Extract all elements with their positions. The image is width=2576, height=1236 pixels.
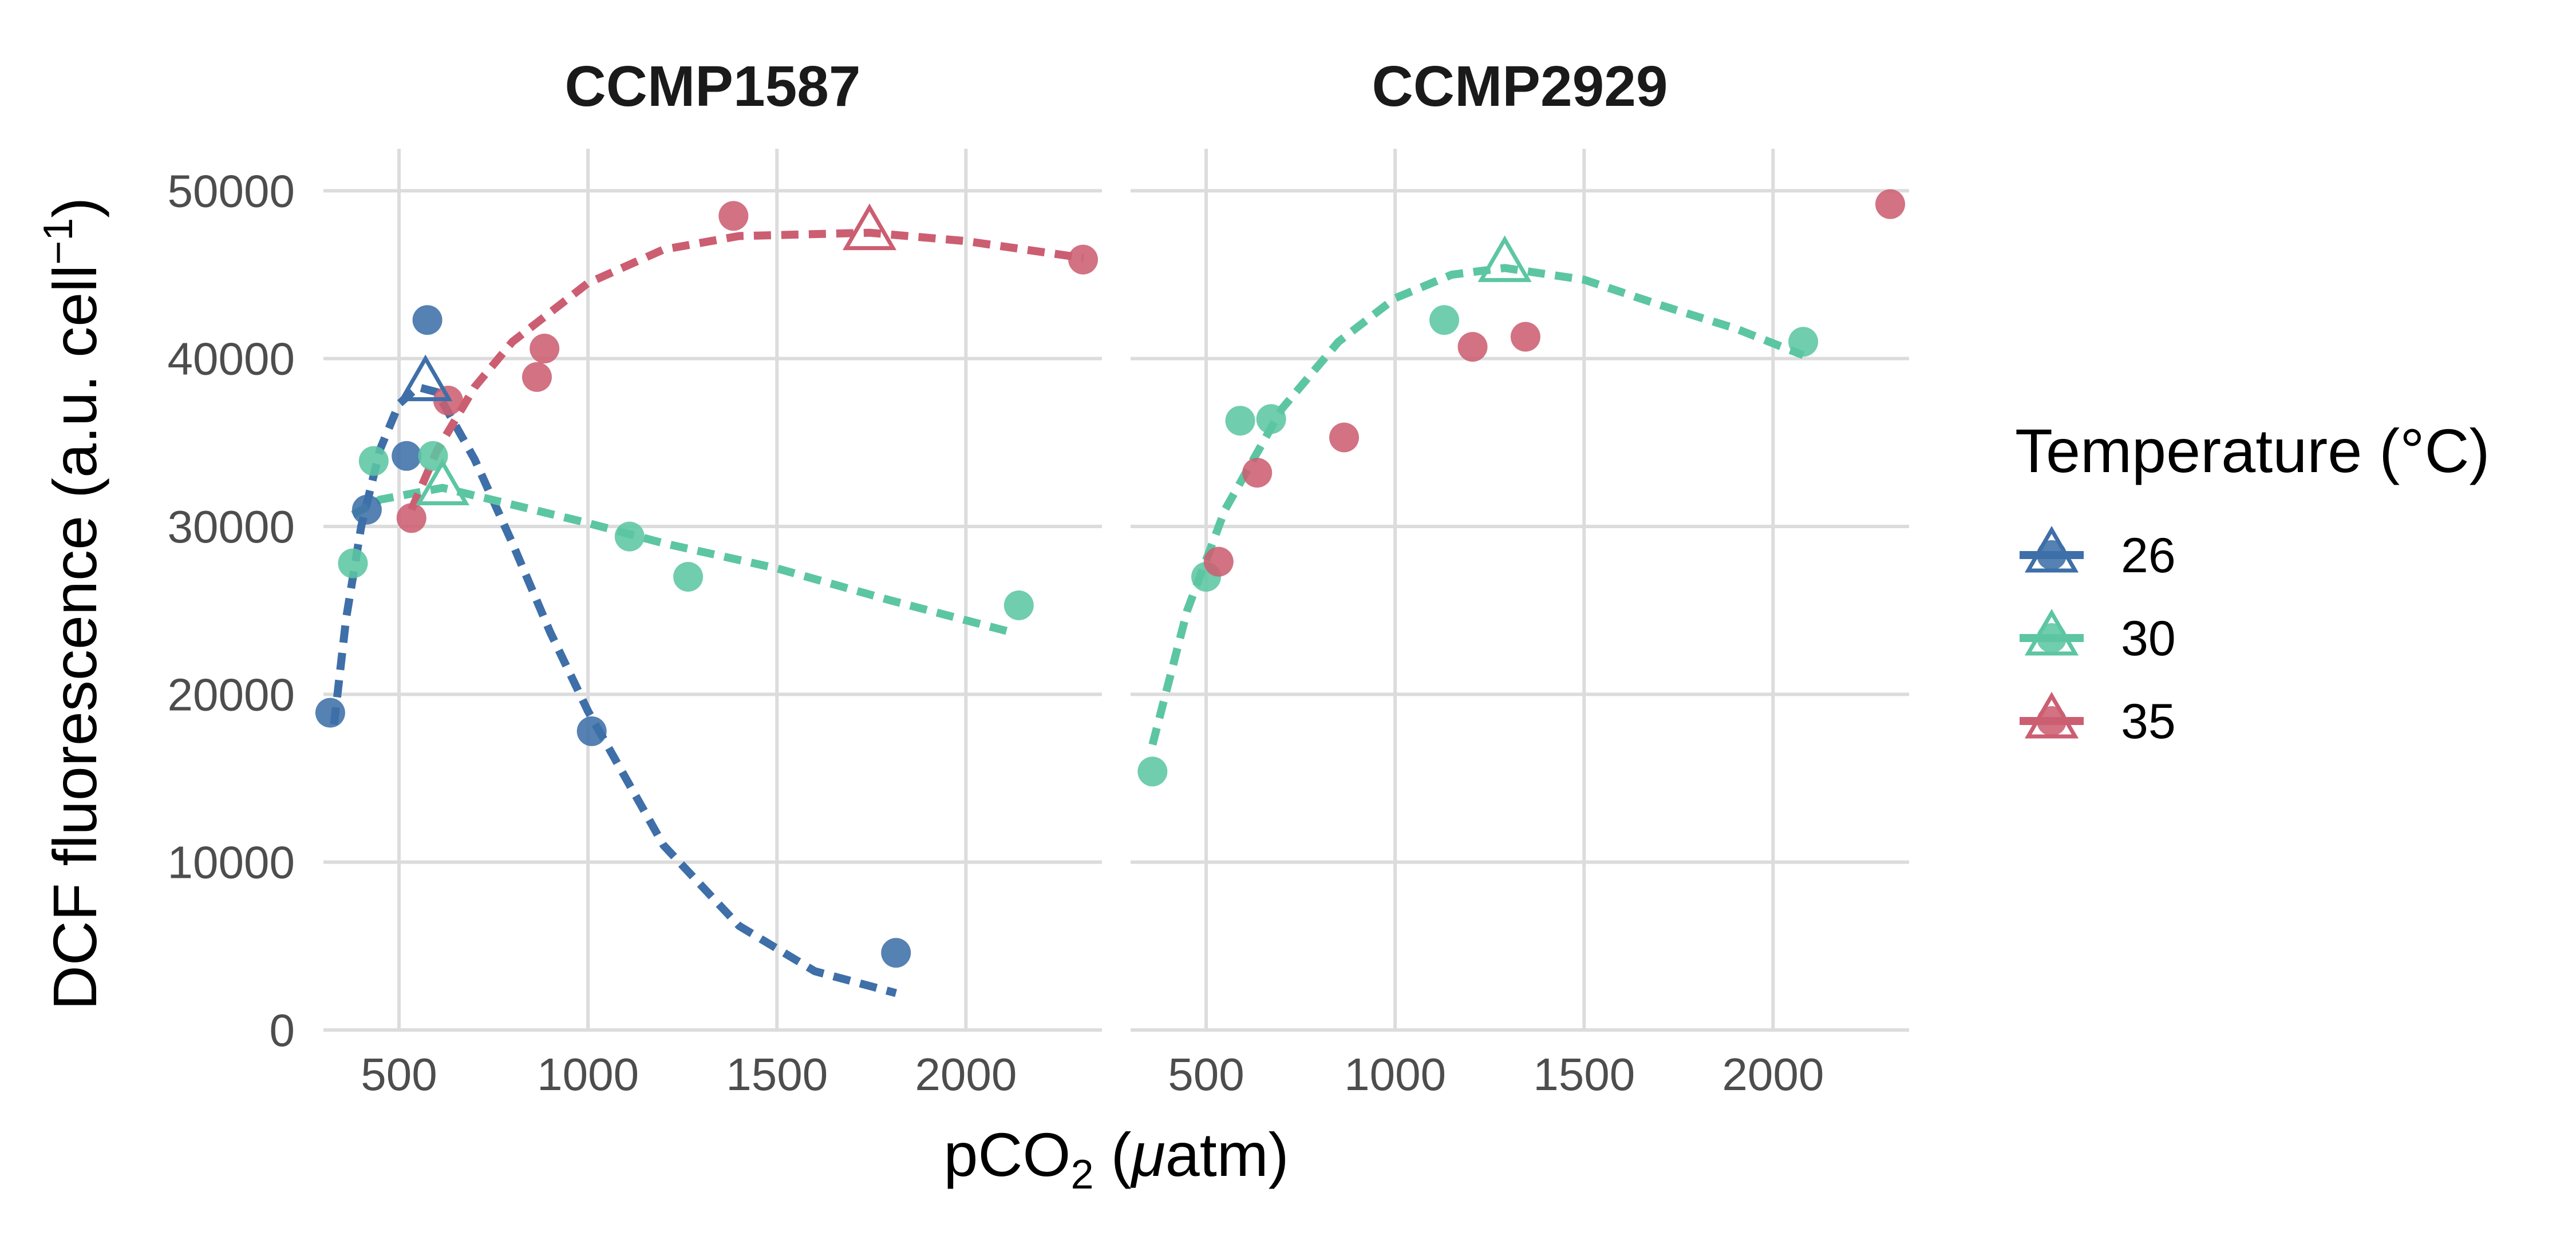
data-point-30 xyxy=(614,521,645,552)
panel-title: CCMP2929 xyxy=(1372,54,1668,118)
panel-ccmp1587: CCMP1587 500 1000 1500 2000 xyxy=(315,54,1102,1100)
x-tick-labels: 500 1000 1500 2000 xyxy=(361,1049,1017,1100)
y-tick-label: 50000 xyxy=(168,165,295,216)
y-axis-title: DCF fluorescence (a.u. cell−1) xyxy=(35,197,109,1011)
x-tick-label: 2000 xyxy=(915,1049,1017,1100)
x-axis-title-subscript: 2 xyxy=(1070,1152,1093,1198)
legend-entries: 26 30 35 xyxy=(2020,525,2176,749)
x-tick-labels: 500 1000 1500 2000 xyxy=(1168,1049,1824,1100)
x-axis-title-unit: atm) xyxy=(1165,1120,1289,1189)
panel-title: CCMP1587 xyxy=(565,54,861,118)
data-point-35 xyxy=(1329,422,1359,453)
data-point-35 xyxy=(718,201,749,231)
legend-triangle xyxy=(2024,525,2079,573)
y-tick-label: 0 xyxy=(270,1005,295,1056)
x-axis-title: pCO2 (μatm) xyxy=(943,1120,1289,1198)
optimum-marker-35 xyxy=(842,203,897,251)
data-point-35 xyxy=(1203,546,1234,577)
y-tick-label: 30000 xyxy=(168,501,295,552)
x-tick-label: 1500 xyxy=(1533,1049,1635,1100)
legend-label: 26 xyxy=(2121,528,2176,583)
fit-curve-35 xyxy=(408,228,1084,512)
data-points xyxy=(315,201,1098,968)
data-point-26 xyxy=(881,938,911,968)
optimum-marker-30 xyxy=(415,458,470,506)
data-points xyxy=(1137,189,1905,787)
legend-item-26: 26 xyxy=(2020,525,2176,583)
legend-point xyxy=(2037,706,2067,736)
data-point-26 xyxy=(351,494,382,525)
data-point-26 xyxy=(315,698,345,728)
legend-point xyxy=(2037,623,2067,653)
fit-curves xyxy=(330,228,1084,997)
x-tick-label: 2000 xyxy=(1722,1049,1824,1100)
x-axis-title-mu: μ xyxy=(1129,1120,1165,1189)
y-tick-label: 20000 xyxy=(168,669,295,720)
panel-ccmp2929: CCMP2929 500 1000 1500 2000 xyxy=(1131,54,1909,1100)
legend-title: Temperature (°C) xyxy=(2015,416,2490,485)
x-axis-title-paren: ( xyxy=(1093,1120,1131,1189)
data-point-30 xyxy=(1256,404,1286,434)
data-point-35 xyxy=(522,362,552,392)
optimum-marker-30 xyxy=(1477,235,1532,282)
legend-triangle xyxy=(2024,608,2079,656)
gridlines xyxy=(323,149,1102,1032)
x-tick-label: 500 xyxy=(361,1049,437,1100)
y-axis-title-tail: ) xyxy=(40,197,109,218)
data-point-35 xyxy=(1875,189,1905,219)
legend: Temperature (°C) 26 30 35 xyxy=(2015,416,2490,749)
data-point-35 xyxy=(1242,458,1273,488)
data-point-35 xyxy=(1457,332,1488,362)
data-point-30 xyxy=(1788,327,1819,357)
data-point-35 xyxy=(530,334,560,364)
optimum-marker-26 xyxy=(398,354,453,402)
legend-item-30: 30 xyxy=(2020,608,2176,666)
data-point-35 xyxy=(396,503,426,533)
optimum-markers xyxy=(398,203,897,506)
x-tick-label: 1000 xyxy=(1344,1049,1446,1100)
fit-curve-26 xyxy=(330,383,898,997)
data-point-35 xyxy=(1510,322,1540,352)
data-point-30 xyxy=(338,548,368,579)
data-point-26 xyxy=(392,441,422,471)
legend-item-35: 35 xyxy=(2020,691,2176,749)
y-tick-label: 40000 xyxy=(168,334,295,385)
data-point-30 xyxy=(1429,305,1459,335)
data-point-30 xyxy=(1003,590,1034,620)
data-point-30 xyxy=(1225,406,1255,436)
x-tick-label: 1500 xyxy=(726,1049,828,1100)
y-tick-label: 10000 xyxy=(168,837,295,888)
legend-label: 35 xyxy=(2121,694,2176,749)
fit-curve-30 xyxy=(351,484,1013,636)
data-point-35 xyxy=(1068,244,1098,275)
x-tick-label: 500 xyxy=(1168,1049,1244,1100)
legend-triangle xyxy=(2024,691,2079,739)
legend-point xyxy=(2037,540,2067,570)
fit-curves xyxy=(1148,264,1805,746)
data-point-30 xyxy=(358,446,389,476)
x-tick-label: 1000 xyxy=(537,1049,639,1100)
data-point-26 xyxy=(576,716,607,746)
optimum-markers xyxy=(1477,235,1532,282)
fit-curve-30 xyxy=(1148,264,1805,746)
y-tick-labels: 0 10000 20000 30000 40000 50000 xyxy=(168,165,295,1056)
y-axis-title-superscript: −1 xyxy=(35,218,81,265)
data-point-30 xyxy=(1137,756,1168,787)
legend-label: 30 xyxy=(2121,611,2176,666)
data-point-26 xyxy=(412,305,442,335)
data-point-30 xyxy=(673,562,704,592)
